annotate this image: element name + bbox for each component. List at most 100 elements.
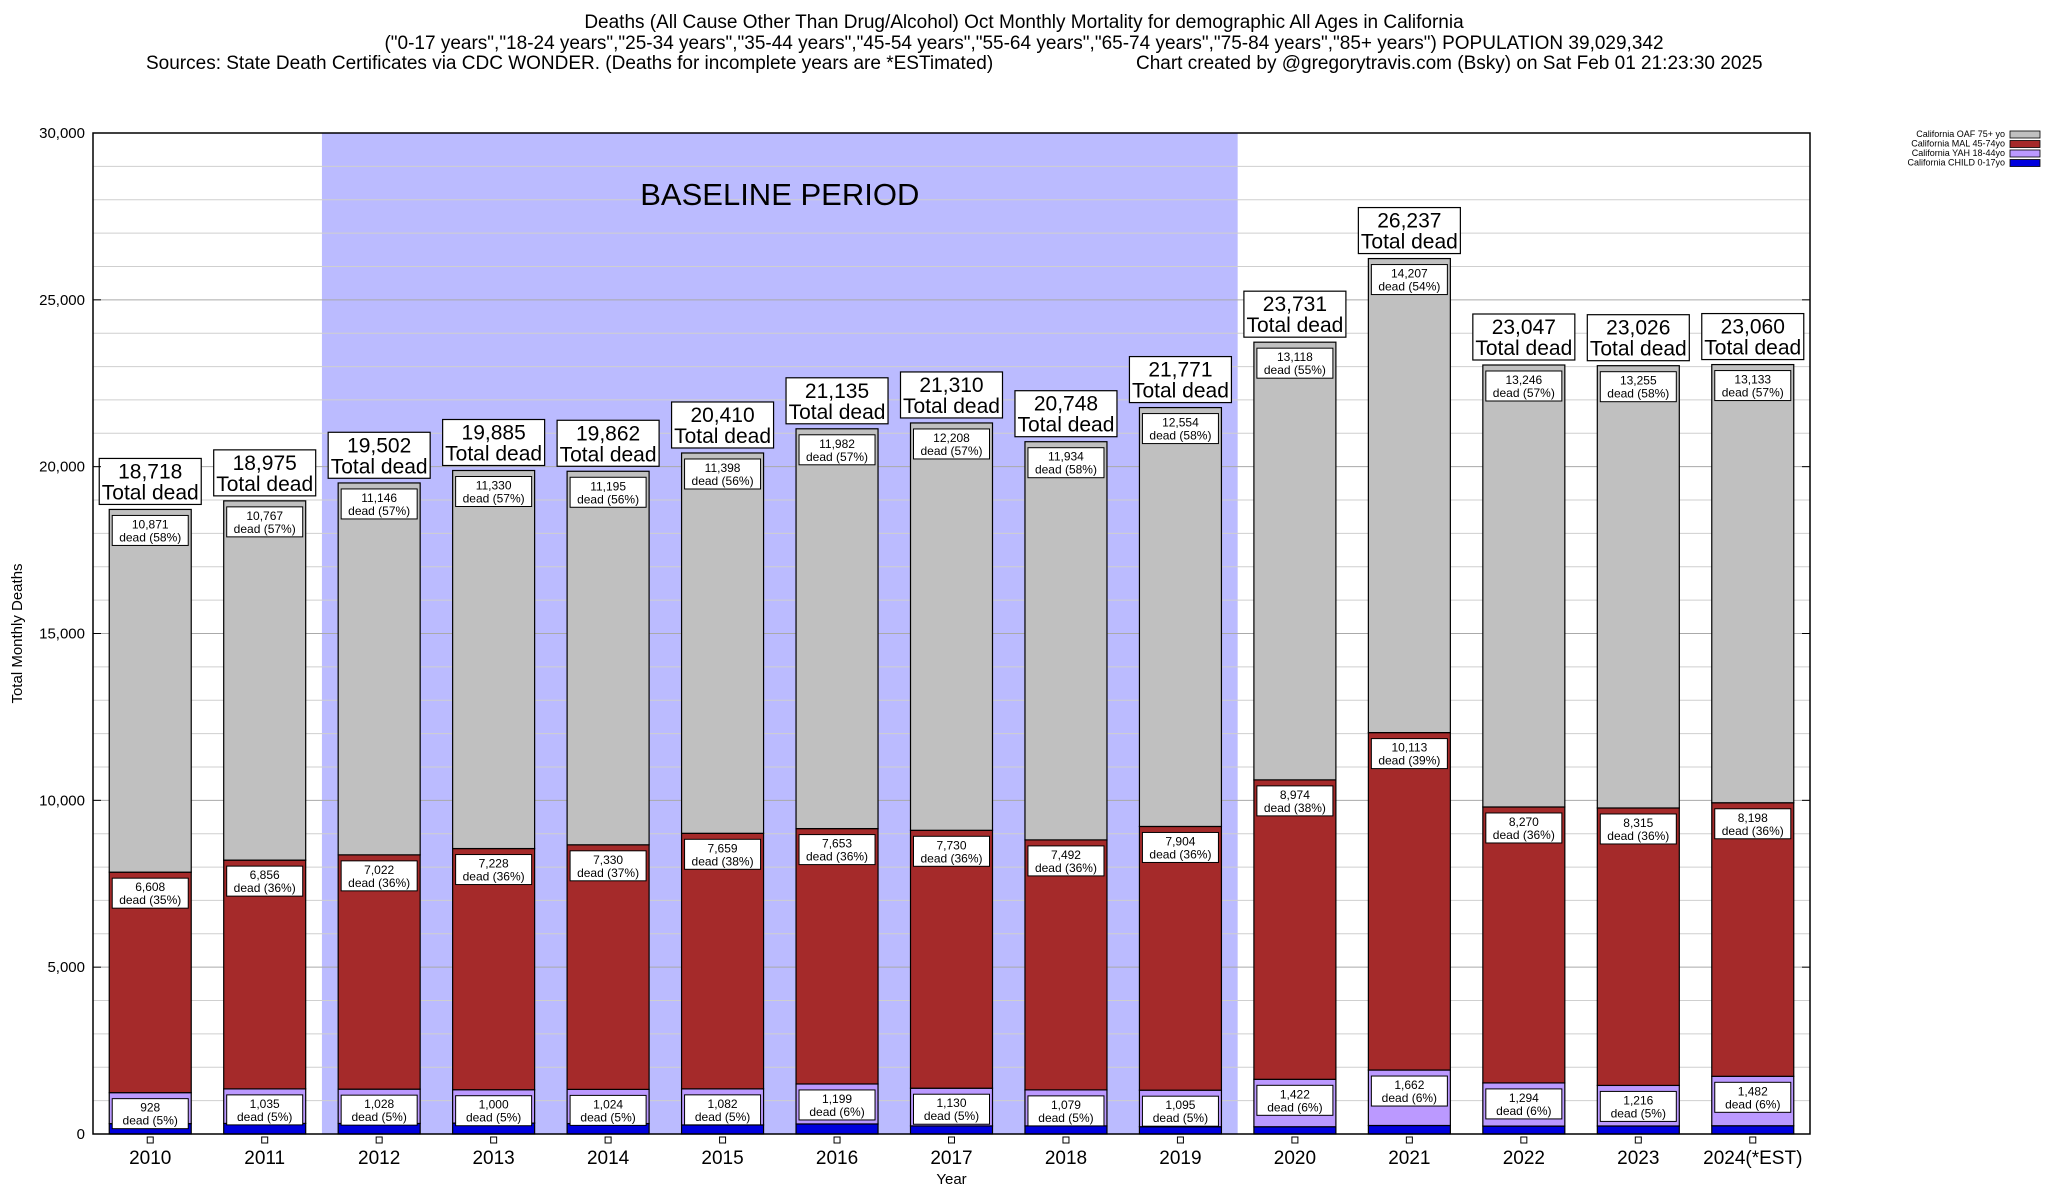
data-label: dead (38%) [1264, 801, 1326, 815]
data-label-box [1599, 813, 1677, 845]
x-tick-label: 2017 [930, 1148, 972, 1169]
bar-segment [1711, 802, 1795, 1077]
data-label: 11,146 [361, 491, 397, 505]
total-label-box [98, 457, 202, 506]
data-label-box [798, 434, 876, 466]
data-label: dead (39%) [1378, 754, 1440, 768]
data-label-box [1714, 370, 1792, 402]
data-label-box [1141, 1095, 1219, 1127]
data-label-box [798, 834, 876, 866]
total-label-box [213, 449, 317, 497]
data-label: 8,974 [1280, 788, 1310, 802]
bar-segment [1138, 1126, 1223, 1135]
bar-segment [1367, 731, 1451, 1071]
y-tick-label: 25,000 [39, 292, 85, 309]
total-label: Total dead [903, 395, 1000, 418]
bar-segment [909, 422, 994, 831]
data-label-box [111, 514, 189, 546]
total-label: Total dead [674, 425, 771, 448]
y-tick-label: 10,000 [39, 792, 85, 809]
total-label: 18,718 [118, 460, 182, 483]
data-label: 7,659 [708, 841, 738, 855]
total-label: Total dead [1018, 414, 1115, 437]
data-label: dead (58%) [119, 530, 181, 544]
data-label-box [1599, 1090, 1677, 1122]
bar-segment [1024, 839, 1108, 1091]
total-label: 20,410 [690, 404, 754, 427]
data-label: dead (36%) [348, 876, 410, 890]
x-tick [719, 1136, 727, 1144]
bar-segment [108, 508, 192, 873]
data-label: dead (5%) [351, 1110, 406, 1124]
data-label: 7,022 [364, 863, 394, 877]
total-label: Total dead [216, 473, 313, 496]
bar-segment [909, 1125, 994, 1135]
total-label-box [899, 371, 1004, 419]
data-label-box [226, 1094, 304, 1126]
data-label: dead (5%) [695, 1110, 750, 1124]
x-tick-label: 2023 [1617, 1148, 1659, 1169]
total-label-box [1128, 355, 1233, 404]
bar-segment [680, 832, 765, 1090]
data-label: 7,330 [593, 853, 623, 867]
data-label: 12,554 [1162, 416, 1199, 430]
total-label-box [1472, 313, 1576, 361]
data-label: 1,422 [1280, 1087, 1310, 1101]
x-tick [375, 1136, 383, 1144]
x-tick-label: 2012 [358, 1148, 400, 1169]
data-label: dead (56%) [577, 492, 639, 506]
data-label: dead (36%) [1607, 829, 1669, 843]
total-label: Total dead [102, 481, 199, 504]
x-tick [261, 1136, 269, 1144]
bar-segment [452, 469, 536, 850]
data-label-box [340, 860, 418, 892]
data-label: 1,199 [822, 1092, 852, 1106]
data-label: 7,653 [822, 837, 852, 851]
data-label-box [226, 865, 304, 897]
chart-subtitle: ("0-17 years","18-24 years","25-34 years… [384, 33, 1664, 54]
data-label-box [340, 1094, 418, 1126]
bar-segment [1367, 257, 1451, 734]
data-label: 11,195 [590, 479, 626, 493]
data-label: dead (57%) [806, 450, 868, 464]
total-label: 18,975 [233, 452, 297, 475]
data-label: 13,118 [1277, 350, 1313, 364]
data-label: 1,079 [1051, 1098, 1081, 1112]
x-tick-label: 2018 [1045, 1148, 1087, 1169]
total-label: 26,237 [1377, 210, 1441, 233]
bar-segment [1138, 406, 1223, 828]
data-label: 6,608 [135, 880, 165, 894]
data-label: 1,095 [1165, 1098, 1195, 1112]
data-label: 7,492 [1051, 848, 1081, 862]
data-label: 1,000 [479, 1098, 509, 1112]
bar-segment [795, 827, 879, 1085]
x-tick [604, 1136, 612, 1144]
bar-segment [337, 854, 421, 1090]
total-label-box [556, 419, 660, 467]
bar-segment [1024, 1125, 1108, 1135]
x-tick-label: 2021 [1388, 1148, 1430, 1169]
data-label-box [340, 488, 418, 520]
data-label: dead (36%) [1149, 847, 1211, 861]
total-label: Total dead [1361, 231, 1458, 254]
total-label: Total dead [1590, 338, 1687, 361]
x-tick-label: 2013 [472, 1148, 514, 1169]
data-label-box [569, 476, 647, 508]
bar-segment [108, 871, 192, 1094]
data-label-box [1027, 845, 1105, 877]
data-label: 11,934 [1048, 450, 1084, 464]
data-label: dead (57%) [1722, 386, 1784, 400]
data-label: 11,982 [819, 437, 855, 451]
legend-swatch [2009, 140, 2041, 148]
data-label: dead (5%) [466, 1111, 521, 1125]
x-tick [146, 1136, 154, 1144]
bar-segment [1711, 1125, 1795, 1135]
bar-segment [1138, 825, 1223, 1091]
bar-segment [1253, 341, 1337, 781]
x-tick [833, 1136, 841, 1144]
x-tick [1176, 1136, 1184, 1144]
data-label-box [1485, 1088, 1563, 1120]
data-label-box [1141, 831, 1219, 863]
data-label: dead (5%) [237, 1110, 292, 1124]
